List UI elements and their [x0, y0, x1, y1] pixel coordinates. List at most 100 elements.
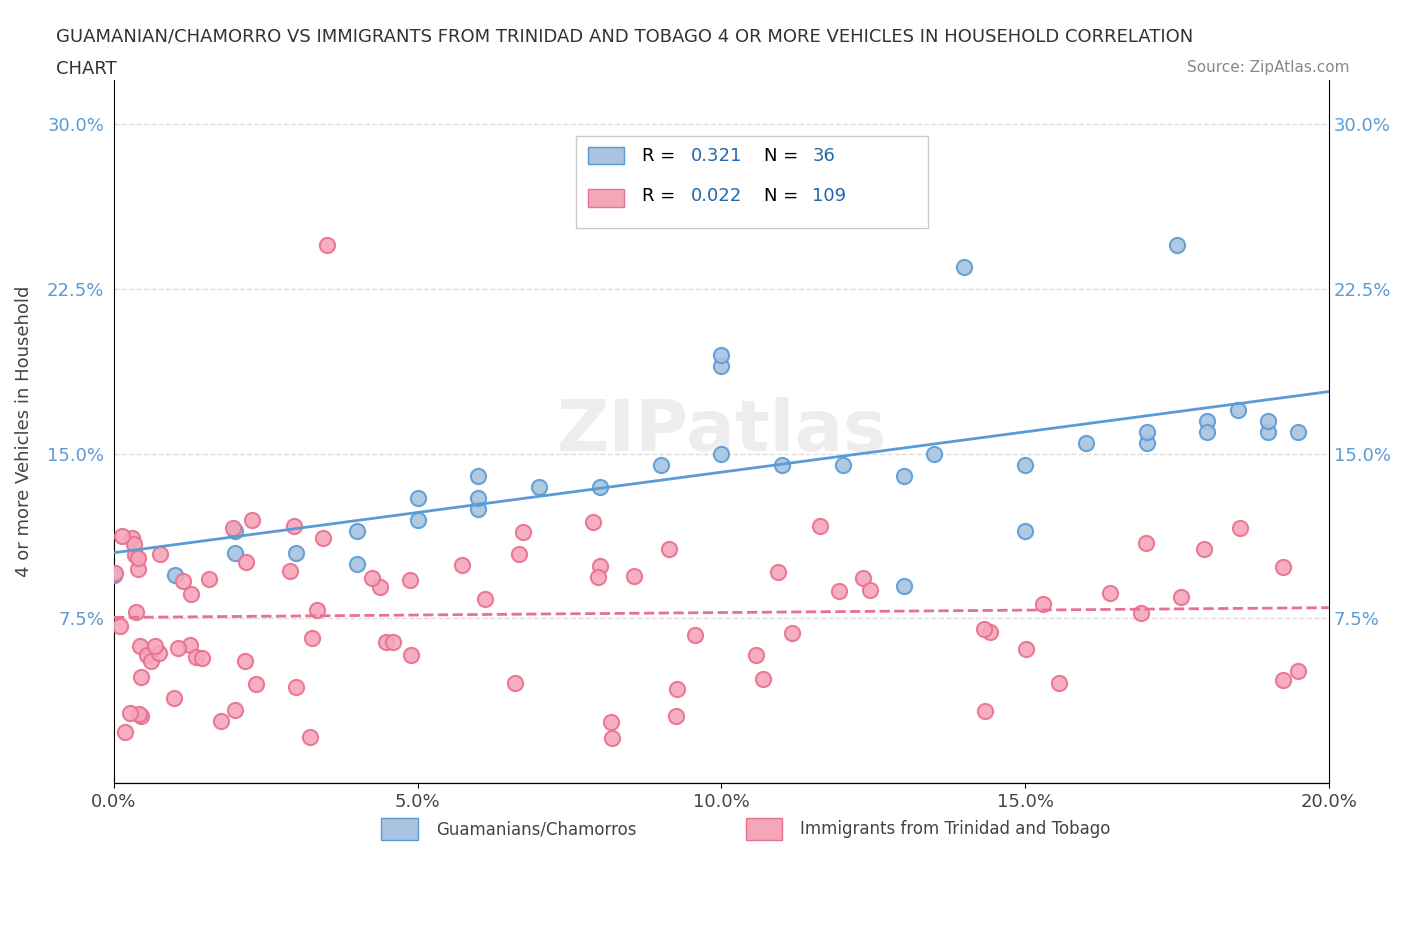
Point: [1272, 560, 1295, 575]
Point: [1014, 524, 1036, 538]
Point: [141, 654, 163, 669]
Point: [127, 562, 149, 577]
Point: [808, 519, 831, 534]
Text: R =: R =: [643, 187, 682, 206]
Point: [224, 545, 246, 560]
Point: [589, 558, 612, 573]
Point: [381, 635, 404, 650]
Point: [222, 521, 245, 536]
Point: [745, 648, 768, 663]
Point: [315, 237, 337, 252]
Text: 109: 109: [813, 187, 846, 206]
Point: [1286, 664, 1309, 679]
Point: [1286, 424, 1309, 439]
Point: [360, 570, 382, 585]
Point: [370, 579, 392, 594]
Bar: [575, 137, 928, 228]
Point: [766, 565, 789, 580]
Text: N =: N =: [763, 187, 804, 206]
Point: [973, 621, 995, 636]
Point: [135, 647, 157, 662]
Point: [114, 724, 136, 739]
Text: N =: N =: [763, 147, 804, 165]
Point: [284, 680, 307, 695]
Point: [451, 557, 474, 572]
Point: [683, 628, 706, 643]
Point: [298, 730, 321, 745]
Point: [893, 578, 915, 593]
Text: ZIPatlas: ZIPatlas: [557, 397, 886, 466]
Point: [1170, 590, 1192, 604]
Point: [503, 675, 526, 690]
Point: [589, 479, 612, 494]
Text: 0.022: 0.022: [690, 187, 742, 206]
Point: [129, 709, 152, 724]
Point: [1032, 596, 1054, 611]
Point: [104, 565, 127, 580]
Text: Guamanians/Chamorros: Guamanians/Chamorros: [436, 820, 637, 838]
Point: [1074, 435, 1097, 450]
Bar: [588, 147, 624, 165]
Point: [172, 573, 194, 588]
Point: [1229, 521, 1251, 536]
Point: [346, 556, 368, 571]
Point: [233, 654, 256, 669]
Point: [163, 567, 186, 582]
Point: [103, 567, 125, 582]
Point: [1015, 642, 1038, 657]
Bar: [381, 818, 418, 840]
Point: [148, 645, 170, 660]
Point: [1047, 676, 1070, 691]
Point: [1272, 672, 1295, 687]
Point: [1166, 237, 1188, 252]
Point: [1135, 435, 1157, 450]
Y-axis label: 4 or more Vehicles in Household: 4 or more Vehicles in Household: [15, 286, 32, 578]
Point: [128, 706, 150, 721]
Point: [474, 592, 496, 607]
Text: Immigrants from Trinidad and Tobago: Immigrants from Trinidad and Tobago: [800, 820, 1111, 838]
Point: [666, 681, 689, 696]
Text: R =: R =: [643, 147, 682, 165]
Point: [512, 525, 534, 539]
Point: [752, 671, 775, 686]
Point: [1197, 413, 1219, 428]
Point: [1257, 413, 1279, 428]
Point: [1192, 542, 1215, 557]
Point: [167, 641, 190, 656]
Point: [859, 582, 882, 597]
Point: [599, 715, 621, 730]
Point: [128, 639, 150, 654]
Point: [240, 513, 263, 528]
Point: [893, 468, 915, 483]
Point: [623, 568, 645, 583]
Point: [658, 541, 681, 556]
Point: [129, 670, 152, 684]
Point: [285, 545, 308, 560]
Point: [467, 501, 489, 516]
Point: [665, 709, 688, 724]
Point: [149, 546, 172, 561]
Point: [1130, 605, 1153, 620]
Point: [305, 603, 328, 618]
Point: [124, 548, 146, 563]
Point: [108, 618, 131, 633]
Point: [467, 468, 489, 483]
Point: [582, 514, 605, 529]
Point: [283, 518, 305, 533]
Text: 0.321: 0.321: [690, 147, 742, 165]
Point: [125, 604, 148, 619]
Text: GUAMANIAN/CHAMORRO VS IMMIGRANTS FROM TRINIDAD AND TOBAGO 4 OR MORE VEHICLES IN : GUAMANIAN/CHAMORRO VS IMMIGRANTS FROM TR…: [56, 28, 1194, 46]
Bar: [745, 818, 782, 840]
Point: [191, 650, 214, 665]
Point: [1257, 424, 1279, 439]
Point: [467, 490, 489, 505]
Point: [224, 524, 246, 538]
Point: [122, 536, 145, 551]
Point: [979, 624, 1001, 639]
Point: [852, 570, 875, 585]
Text: 36: 36: [813, 147, 835, 165]
Point: [1014, 458, 1036, 472]
Bar: [588, 189, 624, 206]
Point: [1226, 403, 1249, 418]
Point: [710, 358, 733, 373]
